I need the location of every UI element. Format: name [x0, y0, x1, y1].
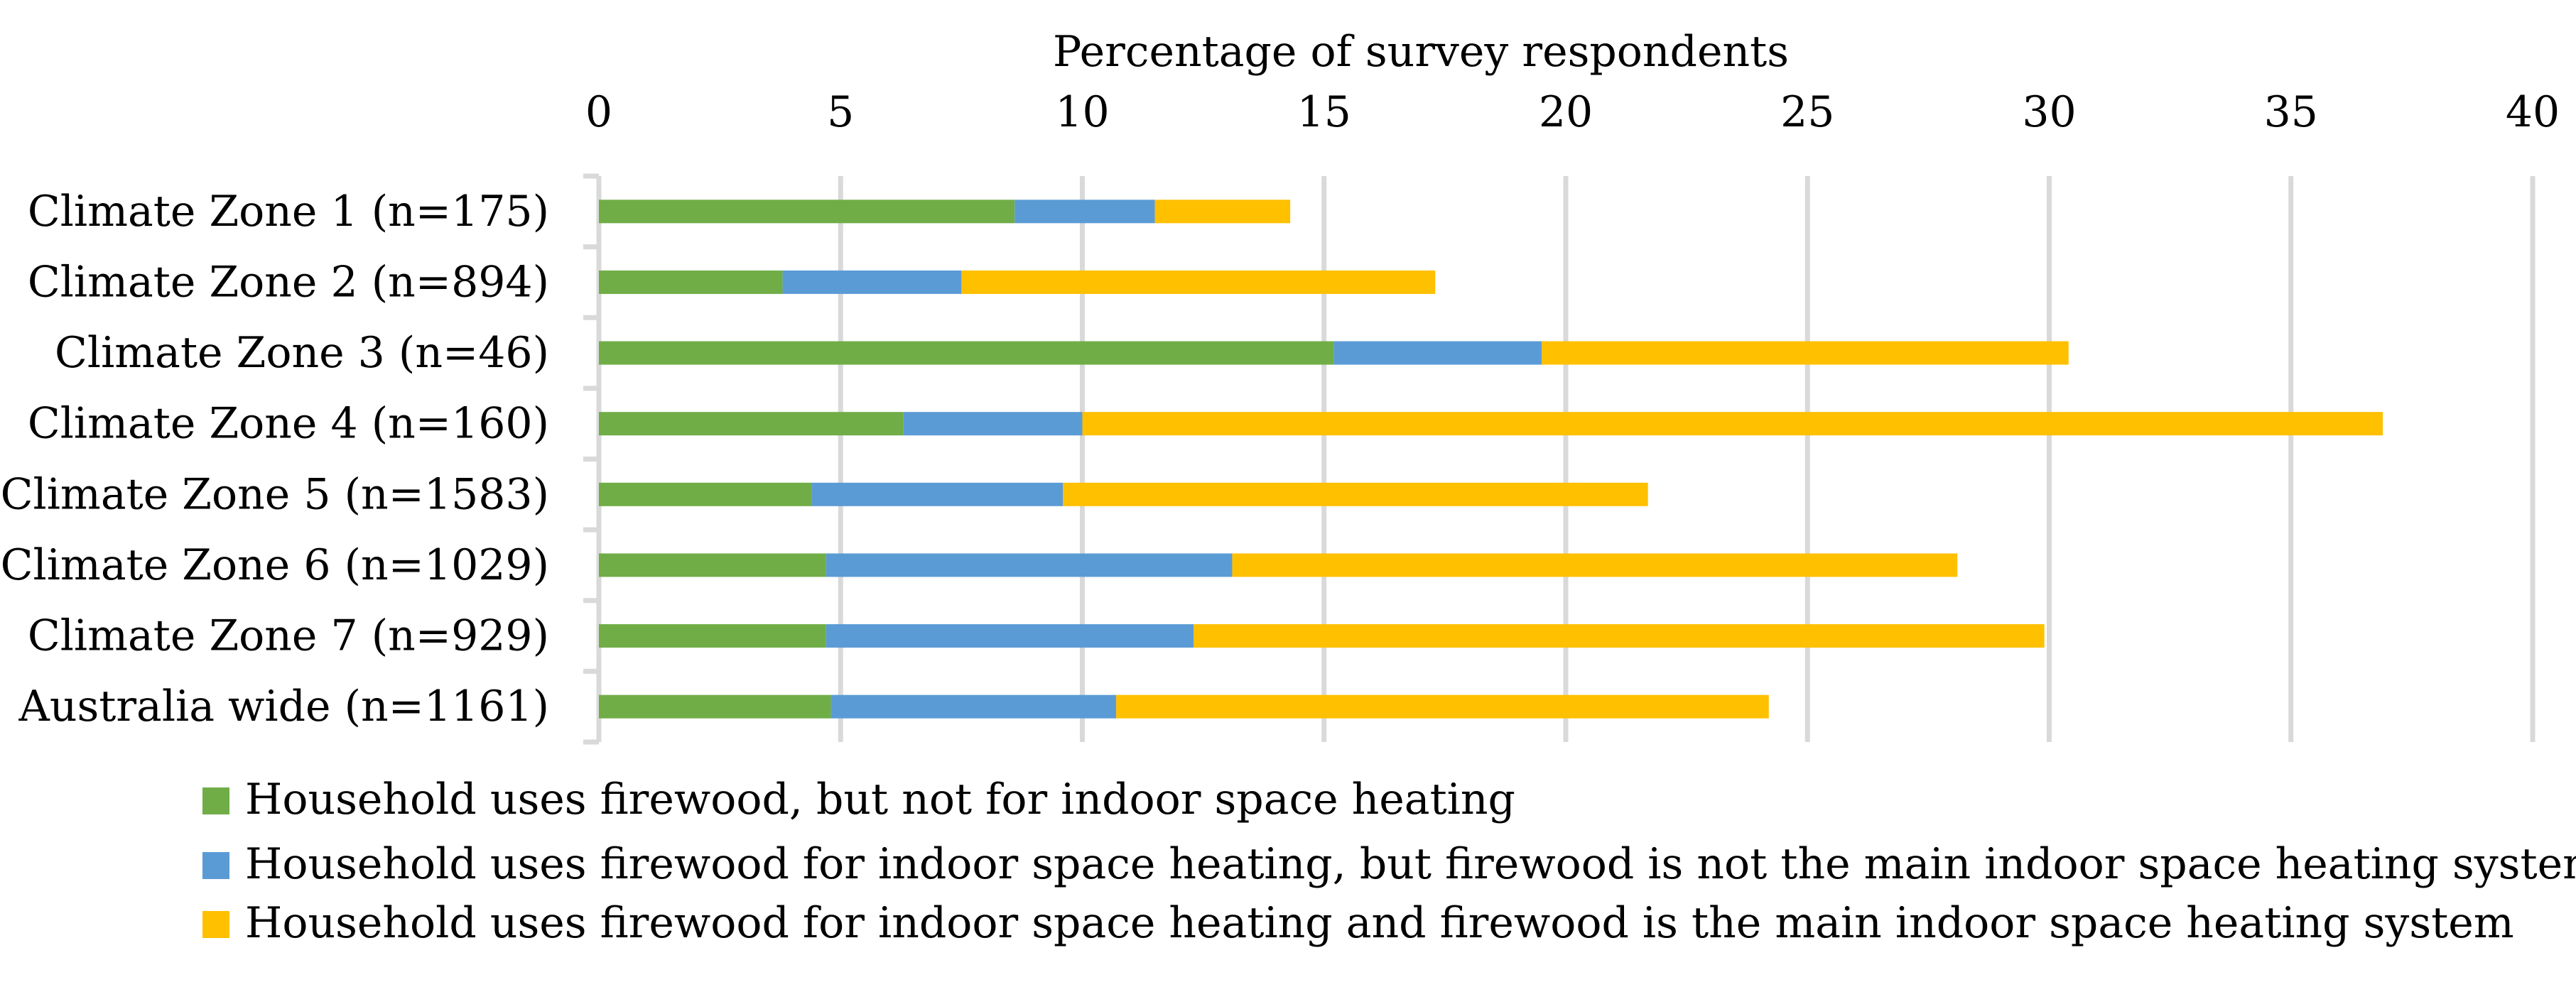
category-label: Climate Zone 1 (n=175)	[28, 187, 549, 236]
x-tick-label: 25	[1780, 87, 1834, 137]
legend-label: Household uses firewood, but not for ind…	[245, 775, 1515, 824]
x-tick-label: 40	[2506, 87, 2560, 137]
x-tick-labels: 0 5 10 15 20 25 30 35 40	[585, 87, 2560, 137]
x-tick-label: 30	[2022, 87, 2076, 137]
bar-segment-series-2	[830, 694, 1117, 719]
x-tick-label: 15	[1297, 87, 1351, 137]
legend: Household uses firewood, but not for ind…	[202, 775, 2576, 948]
bar-segment-series-2	[1333, 341, 1542, 365]
legend-label: Household uses firewood for indoor space…	[245, 839, 2576, 889]
bar-segment-series-3	[1541, 341, 2069, 365]
bar-segment-series-1	[599, 553, 826, 577]
bar-segment-series-3	[1232, 553, 1958, 577]
category-label: Climate Zone 5 (n=1583)	[1, 469, 549, 519]
category-label: Climate Zone 3 (n=46)	[55, 328, 549, 378]
bar-segment-series-3	[1082, 412, 2383, 436]
category-label: Climate Zone 7 (n=929)	[28, 611, 549, 661]
bar-segment-series-1	[599, 624, 826, 648]
bar-segment-series-2	[811, 482, 1064, 506]
bar-segment-series-3	[1154, 200, 1291, 224]
category-label: Climate Zone 6 (n=1029)	[1, 540, 549, 590]
bar-segment-series-3	[961, 270, 1436, 294]
bar-segment-series-3	[1194, 624, 2045, 648]
legend-label: Household uses firewood for indoor space…	[245, 898, 2514, 948]
bar-segment-series-2	[903, 412, 1083, 436]
bar-segment-series-2	[826, 624, 1194, 648]
category-axis	[583, 173, 602, 745]
bar-segments	[599, 200, 2383, 719]
bar-segment-series-1	[599, 341, 1334, 365]
bar-segment-series-3	[1116, 694, 1769, 719]
gridlines	[838, 176, 2536, 742]
bar-segment-series-2	[826, 553, 1233, 577]
bar-segment-series-2	[782, 270, 962, 294]
x-tick-label: 0	[585, 87, 612, 137]
bar-segment-series-1	[599, 694, 831, 719]
category-label: Climate Zone 2 (n=894)	[28, 257, 549, 307]
category-labels: Climate Zone 1 (n=175) Climate Zone 2 (n=…	[1, 187, 549, 731]
x-axis-title: Percentage of survey respondents	[1053, 27, 1789, 77]
legend-swatch	[202, 911, 229, 938]
x-tick-label: 5	[827, 87, 854, 137]
category-label: Climate Zone 4 (n=160)	[28, 399, 549, 449]
bar-segment-series-3	[1063, 482, 1648, 506]
category-label: Australia wide (n=1161)	[18, 682, 549, 731]
x-tick-label: 35	[2264, 87, 2318, 137]
bar-segment-series-1	[599, 270, 783, 294]
x-tick-label: 20	[1539, 87, 1593, 137]
bar-segment-series-1	[599, 412, 904, 436]
bar-segment-series-2	[1014, 200, 1155, 224]
bar-segment-series-1	[599, 482, 812, 506]
x-tick-label: 10	[1055, 87, 1109, 137]
legend-swatch	[202, 787, 229, 814]
bar-segment-series-1	[599, 200, 1015, 224]
legend-swatch	[202, 852, 229, 879]
